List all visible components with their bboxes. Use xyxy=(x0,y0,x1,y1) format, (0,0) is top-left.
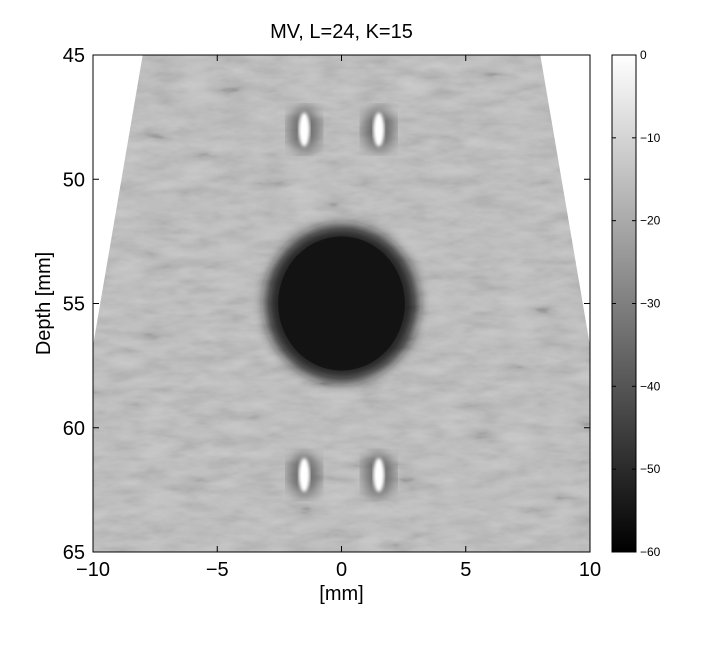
y-tick-label: 55 xyxy=(63,294,85,316)
y-tick-label: 65 xyxy=(63,542,85,564)
x-tick-label: 0 xyxy=(336,559,347,581)
colorbar-tick-label: −40 xyxy=(640,379,661,393)
x-tick-label: −10 xyxy=(76,559,110,581)
x-tick-label: 5 xyxy=(460,559,471,581)
image-area xyxy=(93,55,590,552)
colorbar: 0 −10 −20 −30 −40 −50 −60 xyxy=(611,48,661,559)
colorbar-tick-label: −10 xyxy=(640,131,661,145)
point-target-core xyxy=(301,464,307,485)
y-tick-label: 45 xyxy=(63,45,85,67)
colorbar-tick-label: 0 xyxy=(640,48,647,62)
cyst-core xyxy=(278,236,405,371)
x-tick-label: 10 xyxy=(579,559,601,581)
y-axis-label: Depth [mm] xyxy=(33,252,55,355)
plot-title: MV, L=24, K=15 xyxy=(270,21,413,43)
ultrasound-sector xyxy=(93,55,590,552)
point-target-core xyxy=(301,119,307,140)
point-target-core xyxy=(376,464,382,485)
y-tick-label: 50 xyxy=(63,169,85,191)
colorbar-tick-label: −30 xyxy=(640,297,661,311)
y-axis: 45 50 55 60 65 xyxy=(63,45,590,564)
x-tick-label: −5 xyxy=(206,559,229,581)
y-tick-label: 60 xyxy=(63,418,85,440)
point-target-core xyxy=(376,119,382,140)
colorbar-tick-label: −20 xyxy=(640,214,661,228)
x-axis-label: [mm] xyxy=(319,583,363,605)
colorbar-tick-label: −60 xyxy=(640,545,661,559)
colorbar-ticks: 0 −10 −20 −30 −40 −50 −60 xyxy=(612,48,661,559)
x-axis: −10 −5 0 5 10 xyxy=(76,55,601,581)
features-layer xyxy=(265,107,418,497)
colorbar-tick-label: −50 xyxy=(640,462,661,476)
